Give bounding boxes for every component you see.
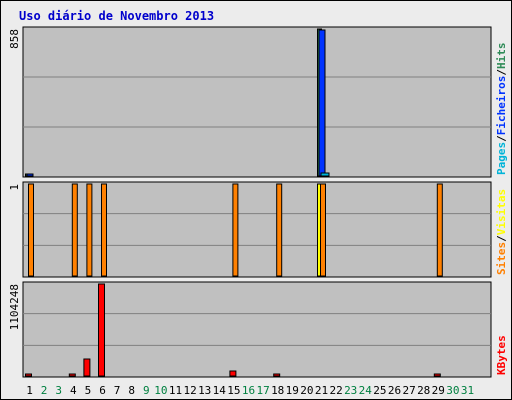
- legend-hits-text: Hits: [495, 43, 508, 70]
- day-label-24: 24: [359, 384, 373, 397]
- day-label-4: 4: [70, 384, 77, 397]
- plot-area-kbytes: [22, 281, 492, 378]
- day-label-10: 10: [154, 384, 167, 397]
- day-label-16: 16: [242, 384, 255, 397]
- bar-sites-day-4: [71, 183, 78, 277]
- day-label-11: 11: [169, 384, 182, 397]
- day-label-31: 31: [461, 384, 474, 397]
- day-label-8: 8: [128, 384, 135, 397]
- day-label-29: 29: [432, 384, 445, 397]
- day-label-22: 22: [329, 384, 342, 397]
- bar-kbytes-day-15: [229, 370, 237, 377]
- bar-sites-day-6: [101, 183, 107, 277]
- day-label-17: 17: [256, 384, 269, 397]
- day-label-27: 27: [402, 384, 415, 397]
- legend-label-visits: Sites/Visitas: [495, 189, 508, 275]
- legend-/-text: /: [495, 69, 508, 76]
- bar-sites-day-18: [276, 183, 283, 277]
- legend-pages-text: Pages: [495, 142, 508, 175]
- legend-label-kbytes: KBytes: [495, 335, 508, 375]
- bar-sites-day-5: [86, 183, 93, 277]
- day-label-15: 15: [227, 384, 240, 397]
- legend-/-text: /: [495, 135, 508, 142]
- bar-files-day-1: [26, 173, 34, 177]
- legend-kbytes-text: KBytes: [495, 335, 508, 375]
- legend-/-text: /: [495, 235, 508, 242]
- day-label-5: 5: [85, 384, 92, 397]
- legend-sites-text: Sites: [495, 242, 508, 275]
- day-label-19: 19: [286, 384, 299, 397]
- bar-kbytes-day-29: [433, 373, 441, 377]
- day-label-26: 26: [388, 384, 401, 397]
- bar-sites-day-29: [436, 183, 443, 277]
- chart-title: Uso diário de Novembro 2013: [19, 9, 215, 23]
- legend-ficheiros-text: Ficheiros: [495, 76, 508, 136]
- legend-visitas-text: Visitas: [495, 189, 508, 235]
- day-label-7: 7: [114, 384, 121, 397]
- plot-area-hits: [22, 26, 492, 178]
- day-label-13: 13: [198, 384, 211, 397]
- plot-area-visits: [22, 181, 492, 278]
- scale-label-visits: 1: [8, 184, 21, 191]
- day-label-1: 1: [26, 384, 33, 397]
- bar-kbytes-day-4: [68, 373, 76, 377]
- day-label-30: 30: [446, 384, 459, 397]
- bar-kbytes-day-6: [98, 283, 105, 377]
- scale-label-hits: 858: [8, 29, 21, 49]
- day-label-23: 23: [344, 384, 357, 397]
- day-label-2: 2: [41, 384, 48, 397]
- bar-kbytes-day-5: [83, 358, 91, 377]
- scale-label-kbytes: 1104248: [8, 284, 21, 330]
- bar-sites-day-1: [28, 183, 34, 277]
- day-label-6: 6: [99, 384, 106, 397]
- bar-sites-day-15: [232, 183, 239, 277]
- day-label-25: 25: [373, 384, 386, 397]
- bar-kbytes-day-18: [273, 373, 281, 377]
- day-label-18: 18: [271, 384, 284, 397]
- day-label-14: 14: [213, 384, 227, 397]
- day-label-9: 9: [143, 384, 150, 397]
- day-label-3: 3: [55, 384, 62, 397]
- day-label-21: 21: [315, 384, 328, 397]
- day-label-28: 28: [417, 384, 430, 397]
- legend-label-hits: Pages/Ficheiros/Hits: [495, 43, 508, 175]
- bar-sites-day-21: [320, 183, 326, 277]
- day-label-12: 12: [183, 384, 196, 397]
- day-label-20: 20: [300, 384, 313, 397]
- bar-pages-day-21: [320, 172, 330, 177]
- bar-kbytes-day-1: [25, 373, 32, 377]
- bar-files-day-21: [318, 29, 326, 177]
